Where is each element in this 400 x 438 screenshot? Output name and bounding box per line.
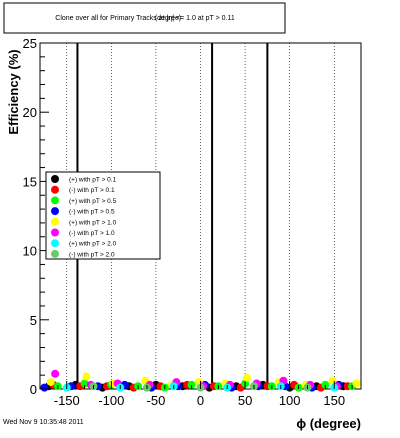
y-tick-label: 15 [23,174,37,189]
data-point [46,378,55,387]
x-tick-label: -100 [98,393,124,408]
y-tick-label: 10 [23,244,37,259]
y-tick-label: 25 [23,36,37,51]
data-point [321,380,330,389]
legend-marker [51,217,59,226]
legend: (+) with pT > 0.1 (-) with pT > 0.1 (+) wi… [45,171,161,260]
data-point [82,372,91,381]
data-point [51,369,60,378]
x-axis: -150 -100 -50 0 50 100 150 [39,381,362,408]
legend-label: (+) with pT > 0.1 [69,177,117,184]
data-point [187,380,196,389]
legend-marker [51,207,59,216]
legend-marker [51,239,59,248]
x-tick-label: 150 [323,393,345,408]
y-tick-label: 0 [30,382,37,397]
x-tick-label: -150 [54,393,80,408]
legend-label: (+) with pT > 0.5 [69,198,117,205]
legend-marker [51,175,59,183]
legend-label: (+) with pT > 2.0 [69,241,117,248]
legend-marker [51,185,59,194]
data-point [242,373,251,382]
legend-box [45,171,161,260]
y-tick-label: 20 [23,105,37,120]
y-axis: 0 5 10 15 20 25 [23,36,49,397]
data-point [40,383,49,392]
x-tick-label: 100 [279,393,301,408]
x-tick-label: 50 [238,393,252,408]
legend-marker [51,196,59,205]
data-point [352,379,361,388]
legend-label: (-) with pT > 2.0 [69,251,115,258]
legend-marker [51,228,59,237]
grid [66,43,335,389]
legend-label: (-) with pT > 0.1 [69,187,115,194]
legend-marker [51,249,59,258]
x-axis-label: ϕ (degree) [296,416,361,431]
legend-label: (+) with pT > 1.0 [69,219,117,226]
y-axis-label: Efficiency (%) [6,49,21,134]
legend-label: (-) with pT > 1.0 [69,230,115,237]
x-tick-label: 0 [197,393,204,408]
y-tick-label: 5 [30,313,37,328]
title-box [3,2,286,34]
legend-label: (-) with pT > 0.5 [69,209,115,216]
chart-title-extra: (degree) [155,15,181,22]
chart-title: Clone over all for Primary Tracks at |η|… [55,15,235,22]
data-point [80,379,89,388]
x-tick-label: -50 [147,393,166,408]
footer-timestamp: Wed Nov 9 10:35:48 2011 [3,419,84,426]
